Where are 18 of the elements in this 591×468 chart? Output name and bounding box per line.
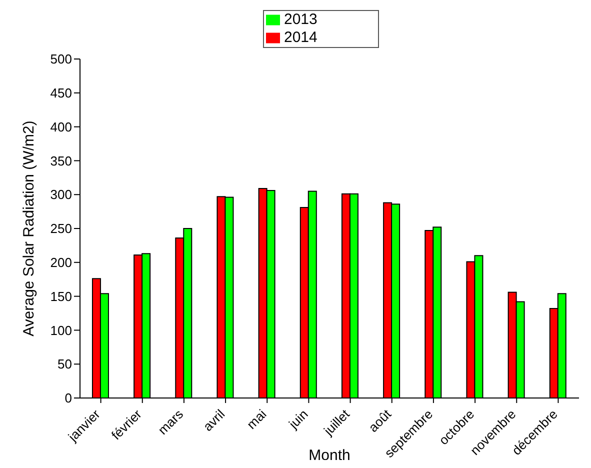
y-tick-label: 500: [50, 52, 72, 67]
y-tick-label: 250: [50, 221, 72, 236]
x-tick-label: juin: [285, 406, 311, 432]
y-tick-label: 300: [50, 187, 72, 202]
legend-label: 2013: [284, 11, 318, 28]
legend-label: 2014: [284, 29, 318, 46]
y-tick-label: 0: [64, 390, 72, 406]
y-tick-label: 450: [50, 86, 72, 101]
y-tick-label: 150: [50, 288, 72, 304]
y-tick-label: 400: [50, 119, 72, 134]
y-tick-label: 50: [58, 356, 72, 372]
x-axis-title: Month: [308, 447, 350, 464]
x-tick-label: mai: [244, 406, 270, 432]
x-tick-label: avril: [200, 406, 228, 434]
y-tick-label: 350: [50, 153, 72, 168]
y-tick-label: 200: [50, 255, 72, 270]
y-tick-label: 100: [50, 322, 72, 338]
y-axis-title: Average Solar Radiation (W/m2): [20, 120, 38, 336]
